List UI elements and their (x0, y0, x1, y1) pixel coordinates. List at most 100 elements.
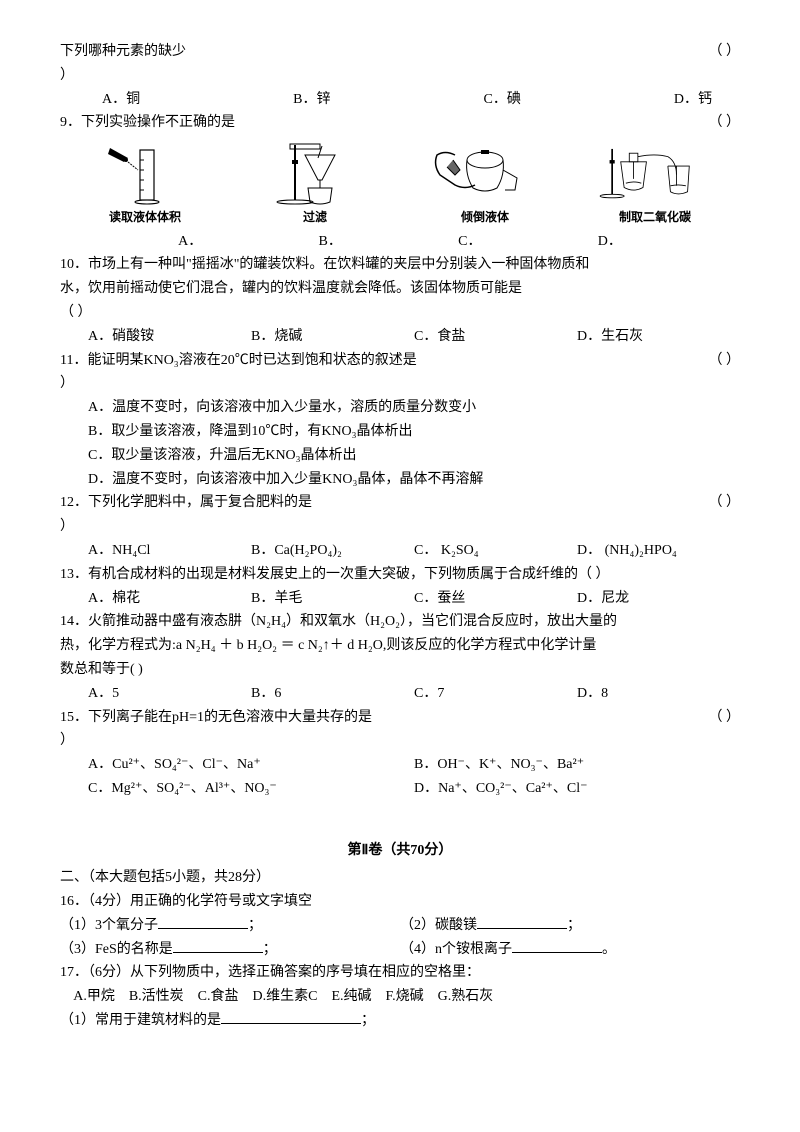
q14-options: A．5 B．6 C．7 D．8 (60, 682, 740, 706)
q12-b: B．Ca(H₂PO₄)₂ (251, 539, 414, 563)
q9-abcd: A． B． C． D． (60, 230, 740, 254)
q13-text: 13．有机合成材料的出现是材料发展史上的一次重大突破，下列物质属于合成纤维的（ … (60, 563, 740, 587)
intro-options: A．铜 B．锌 C．碘 D．钙 (60, 88, 740, 112)
q13-b: B．羊毛 (251, 587, 414, 611)
q10-line2: 水，饮用前摇动使它们混合，罐内的饮料温度就会降低。该固体物质可能是 (60, 277, 740, 301)
q12-options: A．NH₄Cl B．Ca(H₂PO₄)₂ C． K₂SO₄ D． (NH₄)₂H… (60, 539, 740, 563)
q10-c: C．食盐 (414, 325, 577, 349)
blank (477, 915, 567, 929)
q11-c: C．取少量该溶液，升温后无KNO₃晶体析出 (88, 444, 740, 468)
q15-close: ） (60, 729, 740, 753)
q15-d: D．Na⁺、CO₃²⁻、Ca²⁺、Cl⁻ (414, 777, 740, 801)
q14-line1: 14．火箭推动器中盛有液态肼（N₂H₄）和双氧水（H₂O₂），当它们混合反应时，… (60, 610, 740, 634)
q17-opts: A.甲烷 B.活性炭 C.食盐 D.维生素C E.纯碱 F.烧碱 G.熟石灰 (60, 985, 740, 1009)
q16-item4: （4）n个铵根离子 (400, 942, 512, 957)
q9-c: C． (458, 230, 481, 254)
q16-row1: （1）3个氧分子 ； （2）碳酸镁 ； (60, 914, 740, 938)
q15-paren: （ ） (709, 706, 741, 730)
diagram-a-label: 读取液体体积 (109, 207, 181, 227)
q12-text: 12．下列化学肥料中，属于复合肥料的是 (60, 495, 312, 510)
question-intro: 下列哪种元素的缺少 （ ） (60, 40, 740, 64)
q10-a: A．硝酸铵 (88, 325, 251, 349)
diagram-d-svg (595, 137, 715, 207)
q14-a: A．5 (88, 682, 251, 706)
q11-a: A．温度不变时，向该溶液中加入少量水，溶质的质量分数变小 (88, 396, 740, 420)
section2-sub: 二、（本大题包括5小题，共28分） (60, 866, 740, 890)
intro-text: 下列哪种元素的缺少 (60, 44, 186, 59)
q16-item1: （1）3个氧分子 (60, 918, 158, 933)
q9-d: D． (598, 230, 622, 254)
opt-a: A．铜 (102, 88, 140, 112)
q17-item1: （1）常用于建筑材料的是 (60, 1013, 221, 1028)
semi: ； (567, 918, 581, 933)
q14-d: D．8 (577, 682, 740, 706)
q16-row2: （3）FeS的名称是 ； （4）n个铵根离子 。 (60, 938, 740, 962)
semi: ； (248, 918, 262, 933)
q14-b: B．6 (251, 682, 414, 706)
section2-header: 第Ⅱ卷（共70分） (60, 839, 740, 863)
q11-paren: （ ） (709, 349, 741, 373)
q15: 15．下列离子能在pH=1的无色溶液中大量共存的是 （ ） (60, 706, 740, 730)
opt-d: D．钙 (674, 88, 712, 112)
diagram-a: 读取液体体积 (75, 137, 215, 227)
blank (158, 915, 248, 929)
q12-a: A．NH₄Cl (88, 539, 251, 563)
q17-item1-row: （1）常用于建筑材料的是 ； (60, 1009, 740, 1033)
q15-a: A．Cu²⁺、SO₄²⁻、Cl⁻、Na⁺ (88, 753, 414, 777)
q15-c: C．Mg²⁺、SO₄²⁻、Al³⁺、NO₃⁻ (88, 777, 414, 801)
q15-b: B．OH⁻、K⁺、NO₃⁻、Ba²⁺ (414, 753, 740, 777)
q14-line2: 热，化学方程式为:a N₂H₄ ＋ b H₂O₂ ＝ c N₂↑＋ d H₂O,… (60, 634, 740, 658)
q11-text: 11．能证明某KNO₃溶液在20℃时已达到饱和状态的叙述是 (60, 353, 417, 368)
opt-c: C．碘 (484, 88, 521, 112)
q13-d: D．尼龙 (577, 587, 740, 611)
q11: 11．能证明某KNO₃溶液在20℃时已达到饱和状态的叙述是 （ ） (60, 349, 740, 373)
q13-options: A．棉花 B．羊毛 C．蚕丝 D．尼龙 (60, 587, 740, 611)
period: 。 (602, 942, 616, 957)
q12: 12．下列化学肥料中，属于复合肥料的是 （ ） (60, 491, 740, 515)
q16-text: 16．（4分）用正确的化学符号或文字填空 (60, 890, 740, 914)
opt-b: B．锌 (293, 88, 330, 112)
diagram-b-label: 过滤 (303, 207, 327, 227)
q11-d: D．温度不变时，向该溶液中加入少量KNO₃晶体，晶体不再溶解 (88, 468, 740, 492)
q10-options: A．硝酸铵 B．烧碱 C．食盐 D．生石灰 (60, 325, 740, 349)
q13-a: A．棉花 (88, 587, 251, 611)
diagram-c-label: 倾倒液体 (461, 207, 509, 227)
q12-close: ） (60, 515, 740, 539)
blank (221, 1010, 361, 1024)
diagram-c: 倾倒液体 (415, 137, 555, 227)
q16-item2: （2）碳酸镁 (400, 918, 477, 933)
q11-b: B．取少量该溶液，降温到10℃时，有KNO₃晶体析出 (88, 420, 740, 444)
q14-line3: 数总和等于( ) (60, 658, 740, 682)
q14-c: C．7 (414, 682, 577, 706)
q10-paren: （ ） (60, 301, 740, 325)
blank (173, 939, 263, 953)
q9-diagrams: 读取液体体积 过滤 (60, 135, 740, 229)
q9-b: B． (319, 230, 342, 254)
intro-close-paren: ） (60, 64, 740, 88)
q10-b: B．烧碱 (251, 325, 414, 349)
q12-paren: （ ） (709, 491, 741, 515)
q15-text: 15．下列离子能在pH=1的无色溶液中大量共存的是 (60, 710, 372, 725)
q11-close: ） (60, 372, 740, 396)
semi: ； (361, 1013, 375, 1028)
diagram-c-svg (425, 137, 545, 207)
q15-options: A．Cu²⁺、SO₄²⁻、Cl⁻、Na⁺ B．OH⁻、K⁺、NO₃⁻、Ba²⁺ … (60, 753, 740, 801)
diagram-a-svg (85, 137, 205, 207)
intro-paren: （ ） (709, 40, 741, 64)
diagram-b-svg (255, 137, 375, 207)
q10-d: D．生石灰 (577, 325, 740, 349)
q13-c: C．蚕丝 (414, 587, 577, 611)
diagram-b: 过滤 (245, 137, 385, 227)
diagram-d: 制取二氧化碳 (585, 137, 725, 227)
q10-line1: 10．市场上有一种叫"摇摇冰"的罐装饮料。在饮料罐的夹层中分别装入一种固体物质和 (60, 253, 740, 277)
q12-d: D． (NH₄)₂HPO₄ (577, 539, 740, 563)
blank (512, 939, 602, 953)
q9-text: 9．下列实验操作不正确的是 (60, 115, 235, 130)
semi: ； (263, 942, 277, 957)
q12-c: C． K₂SO₄ (414, 539, 577, 563)
q9-paren: （ ） (709, 111, 741, 135)
q9-a: A． (178, 230, 202, 254)
q16-item3: （3）FeS的名称是 (60, 942, 173, 957)
q11-opts: A．温度不变时，向该溶液中加入少量水，溶质的质量分数变小 B．取少量该溶液，降温… (60, 396, 740, 491)
diagram-d-label: 制取二氧化碳 (619, 207, 691, 227)
